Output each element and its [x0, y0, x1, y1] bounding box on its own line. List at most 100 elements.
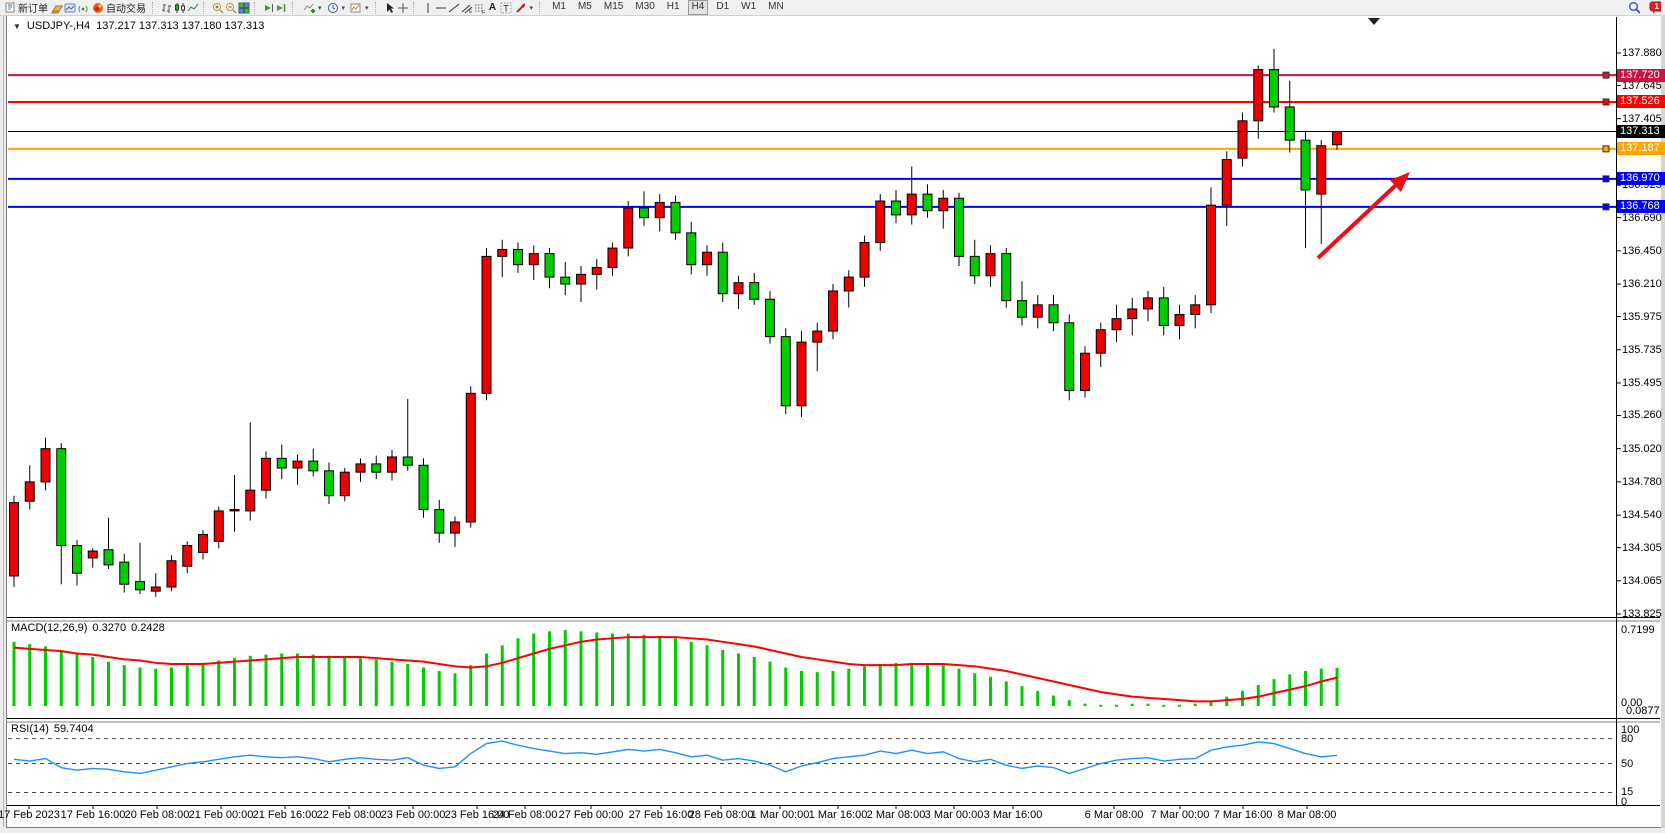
vertical-line-tool-button[interactable]	[422, 2, 434, 14]
time-axis-label[interactable]: 24 Feb 08:00	[492, 809, 558, 821]
timeframe-button-h4[interactable]: H4	[687, 0, 709, 15]
tile-windows-button[interactable]	[238, 2, 250, 14]
periods-button[interactable]: ▾	[325, 1, 348, 14]
fibonacci-tool-button[interactable]: F	[474, 2, 486, 14]
time-axis-label[interactable]: 21 Feb 16:00	[252, 809, 318, 821]
annotation-arrow-line[interactable]	[1316, 183, 1398, 260]
one-click-collapse-icon[interactable]: ▼	[13, 21, 21, 31]
text-label-tool-button[interactable]: T	[500, 2, 512, 14]
price-tick-label[interactable]: 133.825	[1622, 608, 1662, 620]
auto-scroll-button[interactable]	[263, 2, 275, 14]
macd-histogram-bar	[579, 631, 583, 706]
time-axis-label[interactable]: 1 Mar 00:00	[750, 809, 810, 821]
rsi-scale-label[interactable]: 15	[1621, 785, 1634, 798]
price-tick-label[interactable]: 137.405	[1622, 112, 1662, 125]
notification-icon[interactable]: 1	[1649, 1, 1661, 14]
candle-body-down	[765, 298, 775, 338]
line-anchor-137.720[interactable]	[1602, 71, 1610, 79]
timeframe-button-m1[interactable]: M1	[552, 1, 566, 12]
indicators-button[interactable]: ▾	[301, 1, 324, 14]
text-tool-button[interactable]: A	[487, 2, 499, 14]
price-tick-label[interactable]: 136.450	[1622, 244, 1662, 257]
price-tick-label[interactable]: 134.065	[1622, 574, 1662, 587]
chart-shift-button[interactable]	[276, 2, 288, 14]
time-axis-label[interactable]: 8 Mar 08:00	[1277, 809, 1337, 821]
line-anchor-136.768[interactable]	[1602, 203, 1610, 211]
time-axis-label[interactable]: 23 Feb 00:00	[380, 809, 446, 821]
macd-scale-max-label[interactable]: 0.7199	[1621, 624, 1655, 636]
macd-scale-min-label[interactable]: 0.0877	[1626, 705, 1660, 717]
zoom-in-button[interactable]	[212, 2, 224, 14]
macd-histogram-bar	[280, 653, 284, 706]
line-anchor-137.187[interactable]	[1602, 145, 1610, 153]
price-tick-label[interactable]: 135.260	[1622, 409, 1662, 422]
price-tick-label[interactable]: 135.735	[1622, 343, 1662, 356]
timeframe-button-m5[interactable]: M5	[577, 1, 592, 12]
zoom-out-button[interactable]	[225, 2, 237, 14]
time-axis-label[interactable]: 27 Feb 16:00	[628, 809, 694, 821]
time-axis-label[interactable]: 27 Feb 00:00	[558, 809, 624, 821]
line-chart-button[interactable]	[187, 2, 199, 14]
time-axis-label[interactable]: 17 Feb 16:00	[60, 809, 126, 821]
clock-icon	[327, 2, 339, 14]
time-axis-label[interactable]: 7 Mar 16:00	[1213, 809, 1273, 821]
charts-window-icon[interactable]	[64, 2, 76, 14]
line-anchor-136.970[interactable]	[1602, 175, 1610, 183]
time-axis-label[interactable]: 28 Feb 08:00	[688, 809, 754, 821]
price-tick-label[interactable]: 136.690	[1622, 211, 1662, 224]
macd-histogram-bar	[548, 631, 551, 706]
time-axis-label[interactable]: 6 Mar 08:00	[1084, 809, 1144, 821]
bar-chart-button[interactable]	[161, 2, 173, 14]
auto-trading-button[interactable]: 自动交易	[90, 1, 148, 15]
crosshair-tool-button[interactable]	[397, 2, 409, 14]
time-axis-label[interactable]: 21 Feb 00:00	[188, 809, 254, 821]
time-axis-label[interactable]: 3 Mar 00:00	[924, 809, 984, 821]
market-watch-icon[interactable]	[51, 2, 63, 14]
time-axis-label[interactable]: 22 Feb 08:00	[316, 809, 382, 821]
candle-body-up	[40, 448, 51, 483]
time-axis-label[interactable]: 20 Feb 08:00	[124, 809, 190, 821]
price-tick-label[interactable]: 136.210	[1622, 278, 1662, 291]
time-axis-label[interactable]: 17 Feb 2023	[0, 809, 60, 821]
price-tick-label[interactable]: 137.880	[1622, 47, 1662, 59]
equidistant-channel-tool-button[interactable]: E	[461, 2, 473, 14]
price-tick-label[interactable]: 134.780	[1622, 475, 1662, 488]
timeframe-button-m15[interactable]: M15	[603, 1, 624, 12]
timeframe-button-w1[interactable]: W1	[741, 1, 757, 12]
rsi-scale-label[interactable]: 100	[1621, 724, 1640, 736]
time-axis-label[interactable]: 23 Feb 16:00	[444, 809, 510, 821]
rsi-scale-label[interactable]: 80	[1621, 732, 1634, 745]
trendline-tool-button[interactable]	[448, 2, 460, 14]
cursor-tool-button[interactable]	[384, 2, 396, 14]
time-axis-label[interactable]: 3 Mar 16:00	[983, 809, 1043, 821]
price-tick-label[interactable]: 135.495	[1622, 376, 1662, 389]
timeframe-button-mn[interactable]: MN	[768, 1, 784, 12]
arrows-tool-button[interactable]: ▾	[513, 1, 536, 14]
price-tick-label[interactable]: 137.645	[1622, 79, 1662, 92]
timeframe-button-d1[interactable]: D1	[716, 1, 730, 12]
timeframe-button-h1[interactable]: H1	[666, 1, 680, 12]
macd-zero-label[interactable]: 0.00	[1621, 697, 1643, 709]
price-tick-label[interactable]: 134.540	[1622, 509, 1662, 522]
time-axis-label[interactable]: 1 Mar 16:00	[808, 809, 868, 821]
rsi-scale-label[interactable]: 50	[1621, 757, 1634, 770]
time-axis-label[interactable]: 7 Mar 00:00	[1150, 809, 1210, 821]
new-order-button[interactable]: 新订单	[2, 1, 50, 15]
price-tick-label[interactable]: 134.305	[1622, 541, 1662, 554]
horizontal-line-tool-button[interactable]	[435, 2, 447, 14]
timeframe-button-m30[interactable]: M30	[635, 1, 655, 12]
macd-histogram-bar	[1225, 696, 1229, 706]
signals-icon[interactable]	[77, 2, 89, 14]
candlestick-chart-button[interactable]	[174, 2, 186, 14]
time-axis-label[interactable]: 2 Mar 08:00	[866, 809, 926, 821]
chart-shift-marker-icon[interactable]	[1368, 18, 1380, 25]
line-anchor-137.526[interactable]	[1602, 98, 1610, 106]
price-tick-label[interactable]: 135.975	[1622, 310, 1662, 323]
search-icon[interactable]	[1628, 2, 1640, 14]
macd-histogram-bar	[626, 633, 630, 706]
templates-button[interactable]: ▾	[348, 1, 371, 14]
price-tick-label[interactable]: 135.020	[1622, 442, 1662, 455]
macd-histogram-bar	[910, 662, 914, 706]
rsi-scale-label[interactable]: 0	[1621, 796, 1628, 808]
